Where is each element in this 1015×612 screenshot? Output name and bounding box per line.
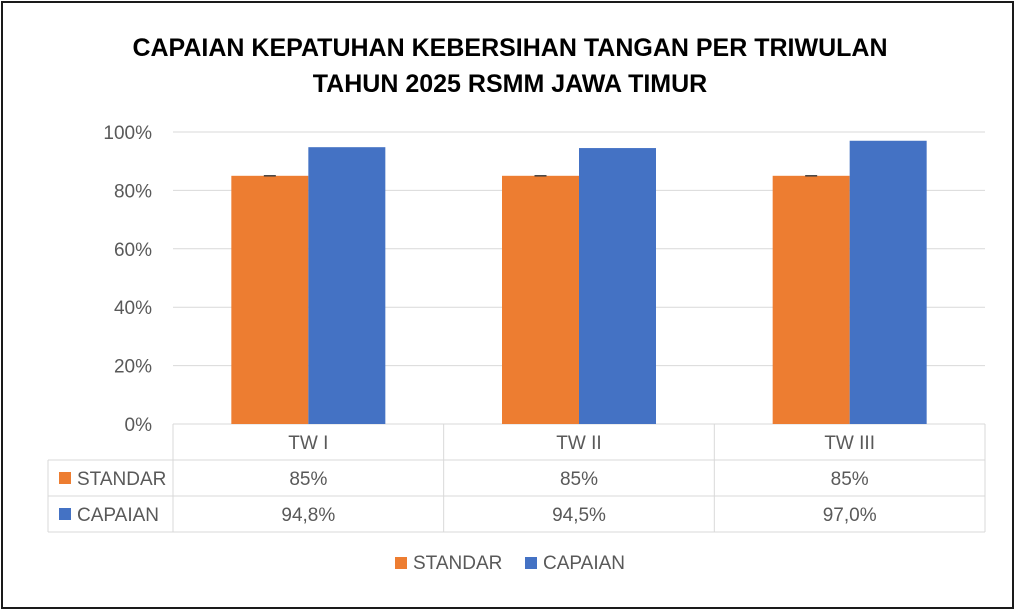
bar-capaian-tw-i	[308, 147, 386, 424]
data-label-standar-tw-iii: 85%	[831, 469, 869, 490]
y-tick-label-20: 20%	[114, 357, 152, 378]
data-label-capaian-tw-i: 94,8%	[281, 505, 335, 526]
y-tick-label-60: 60%	[114, 240, 152, 261]
y-tick-label-100: 100%	[103, 123, 152, 144]
y-tick-label-40: 40%	[114, 298, 152, 319]
y-axis-ticks: 0% 20% 40% 60% 80% 100%	[103, 123, 152, 436]
legend-label-capaian: CAPAIAN	[543, 553, 625, 574]
chart-svg: CAPAIAN KEPATUHAN KEBERSIHAN TANGAN PER …	[47, 34, 986, 574]
chart-title-line-2: TAHUN 2025 RSMM JAWA TIMUR	[313, 70, 707, 98]
bar-capaian-tw-iii	[849, 140, 927, 424]
data-label-capaian-tw-iii: 97,0%	[823, 505, 877, 526]
data-label-standar-tw-i: 85%	[289, 469, 327, 490]
legend-swatch-capaian	[525, 557, 537, 569]
bar-standar-tw-i	[231, 175, 309, 424]
table-row-label-capaian: CAPAIAN	[77, 505, 159, 526]
chart-title-line-1: CAPAIAN KEPATUHAN KEBERSIHAN TANGAN PER …	[132, 34, 887, 62]
bar-standar-tw-iii	[772, 175, 850, 424]
y-tick-label-0: 0%	[125, 415, 153, 436]
data-table: TW I TW II TW III STANDAR 85% 85% 85% CAPAIAN 94…	[47, 424, 986, 533]
bars	[231, 140, 927, 424]
data-label-standar-tw-ii: 85%	[560, 469, 598, 490]
x-category-label-tw-i: TW I	[288, 433, 328, 454]
x-category-label-tw-ii: TW II	[556, 433, 601, 454]
table-key-capaian	[59, 508, 71, 520]
table-key-standar	[59, 472, 71, 484]
legend-label-standar: STANDAR	[413, 553, 502, 574]
legend: STANDAR CAPAIAN	[395, 553, 625, 574]
bar-capaian-tw-ii	[579, 148, 656, 424]
data-label-capaian-tw-ii: 94,5%	[552, 505, 606, 526]
bar-standar-tw-ii	[502, 175, 579, 424]
table-row-label-standar: STANDAR	[77, 469, 166, 490]
y-tick-label-80: 80%	[114, 181, 152, 202]
x-category-label-tw-iii: TW III	[824, 433, 875, 454]
legend-swatch-standar	[395, 557, 407, 569]
